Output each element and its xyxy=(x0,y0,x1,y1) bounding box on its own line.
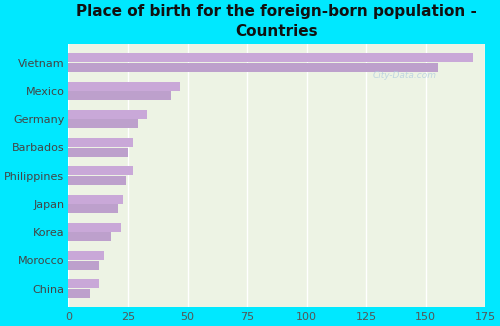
Bar xyxy=(68,148,128,157)
Bar xyxy=(68,289,90,298)
Bar xyxy=(68,195,123,204)
Bar xyxy=(68,261,100,270)
Bar xyxy=(68,176,126,185)
Bar xyxy=(68,119,138,128)
Bar xyxy=(68,251,104,260)
Bar xyxy=(68,279,100,288)
Bar xyxy=(68,110,147,119)
Bar xyxy=(68,138,133,147)
Bar xyxy=(68,166,133,175)
Title: Place of birth for the foreign-born population -
Countries: Place of birth for the foreign-born popu… xyxy=(76,4,477,39)
Bar xyxy=(68,63,438,72)
Bar xyxy=(68,204,118,213)
Text: City-Data.com: City-Data.com xyxy=(372,71,436,80)
Bar xyxy=(68,82,180,91)
Bar xyxy=(68,223,121,232)
Bar xyxy=(68,91,171,100)
Bar xyxy=(68,232,112,242)
Bar xyxy=(68,53,473,62)
